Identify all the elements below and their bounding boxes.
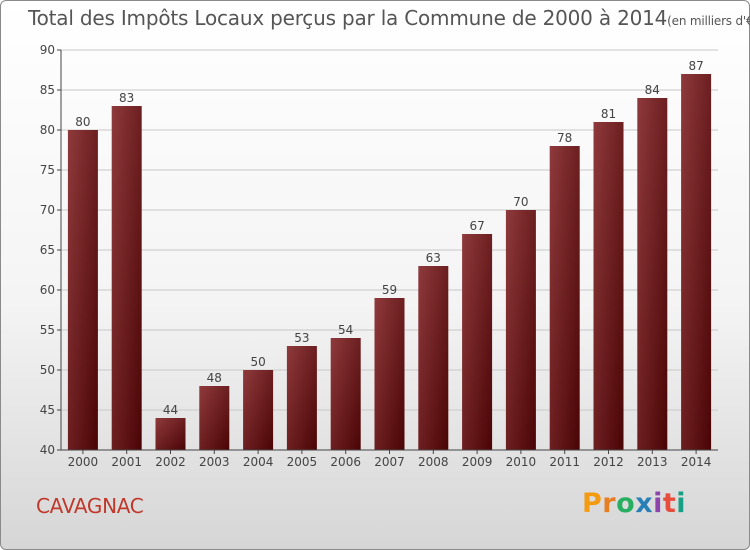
logo-letter: o xyxy=(616,488,636,519)
bar-2013[interactable] xyxy=(637,98,668,450)
x-tick-label-2002: 2002 xyxy=(155,455,186,469)
bar-2008[interactable] xyxy=(418,266,449,450)
y-tick-label: 50 xyxy=(40,363,55,377)
bar-2005[interactable] xyxy=(286,346,317,450)
bar-2004[interactable] xyxy=(243,370,274,450)
bar-2002[interactable] xyxy=(155,418,186,450)
logo-letter: t xyxy=(662,488,677,519)
commune-name: CAVAGNAC xyxy=(36,494,144,518)
bar-2009[interactable] xyxy=(462,234,493,450)
x-tick-label-2014: 2014 xyxy=(681,455,712,469)
x-tick-label-2001: 2001 xyxy=(111,455,142,469)
y-tick-label: 70 xyxy=(40,203,55,217)
y-tick-label: 80 xyxy=(40,123,55,137)
bar-2006[interactable] xyxy=(330,338,361,450)
value-label-2006: 54 xyxy=(338,323,353,337)
y-tick-label: 40 xyxy=(40,443,55,457)
x-tick-label-2008: 2008 xyxy=(418,455,449,469)
logo-letter: r xyxy=(602,488,617,519)
bar-2014[interactable] xyxy=(681,74,712,450)
y-tick-label: 65 xyxy=(40,243,55,257)
value-label-2008: 63 xyxy=(426,251,441,265)
value-label-2010: 70 xyxy=(513,195,528,209)
x-tick-label-2012: 2012 xyxy=(593,455,624,469)
logo-letter: P xyxy=(582,488,603,519)
value-label-2004: 50 xyxy=(250,355,265,369)
x-tick-label-2011: 2011 xyxy=(549,455,580,469)
logo-letter: i xyxy=(653,488,663,519)
chart-unit: (en milliers d'€) xyxy=(667,14,750,28)
y-tick-label: 45 xyxy=(40,403,55,417)
y-tick-label: 55 xyxy=(40,323,55,337)
value-label-2012: 81 xyxy=(601,107,616,121)
bar-2003[interactable] xyxy=(199,386,230,450)
bar-2012[interactable] xyxy=(593,122,624,450)
x-tick-label-2009: 2009 xyxy=(462,455,493,469)
x-tick-label-2004: 2004 xyxy=(243,455,274,469)
axes: 40 45 50 55 60 65 70 75 80 85 90 2000 2001 2002 2003 20… xyxy=(40,43,718,469)
value-label-2009: 67 xyxy=(469,219,484,233)
x-tick-label-2010: 2010 xyxy=(506,455,537,469)
x-tick-label-2007: 2007 xyxy=(374,455,405,469)
value-label-2001: 83 xyxy=(119,91,134,105)
bar-2010[interactable] xyxy=(505,210,536,450)
value-label-2005: 53 xyxy=(294,331,309,345)
bar-2007[interactable] xyxy=(374,298,405,450)
x-tick-label-2013: 2013 xyxy=(637,455,668,469)
value-label-2000: 80 xyxy=(75,115,90,129)
value-labels: 80 83 44 48 50 53 54 59 63 67 70 78 81 84 87 xyxy=(75,59,703,417)
y-tick-label: 60 xyxy=(40,283,55,297)
bar-2000[interactable] xyxy=(67,130,98,450)
value-label-2011: 78 xyxy=(557,131,572,145)
y-tick-label: 85 xyxy=(40,83,55,97)
bar-2001[interactable] xyxy=(111,106,142,450)
bar-2011[interactable] xyxy=(549,146,580,450)
value-label-2007: 59 xyxy=(382,283,397,297)
value-label-2003: 48 xyxy=(207,371,222,385)
x-tick-label-2003: 2003 xyxy=(199,455,230,469)
x-tick-label-2005: 2005 xyxy=(287,455,318,469)
y-tick-label: 90 xyxy=(40,43,55,57)
bars xyxy=(67,74,712,450)
x-tick-label-2000: 2000 xyxy=(68,455,99,469)
value-label-2014: 87 xyxy=(688,59,703,73)
x-tick-label-2006: 2006 xyxy=(330,455,361,469)
chart-title-text: Total des Impôts Locaux perçus par la Co… xyxy=(28,6,668,30)
logo-letter: x xyxy=(635,488,654,519)
y-tick-label: 75 xyxy=(40,163,55,177)
value-label-2002: 44 xyxy=(163,403,178,417)
proxiti-logo[interactable]: Proxiti xyxy=(582,488,686,519)
chart-title: Total des Impôts Locaux perçus par la Co… xyxy=(28,6,750,30)
value-label-2013: 84 xyxy=(645,83,660,97)
logo-letter: i xyxy=(676,488,687,519)
